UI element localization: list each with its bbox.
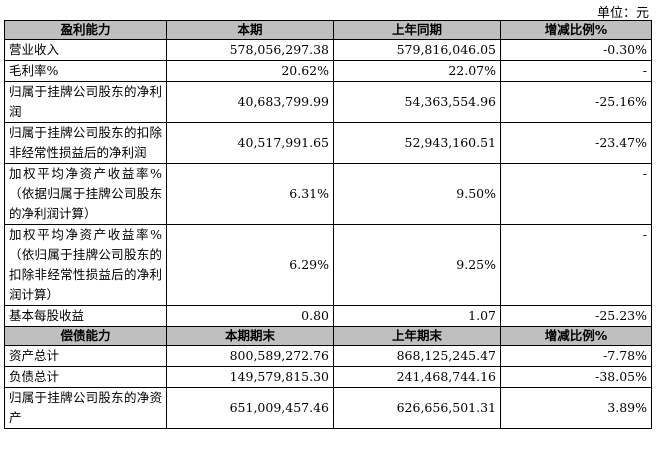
current-value: 40,517,991.65 — [166, 122, 334, 164]
header-cell: 上年同期 — [333, 20, 501, 40]
current-value: 6.31% — [166, 163, 334, 225]
row-label: 归属于挂牌公司股东的净利润 — [4, 81, 167, 123]
change-value: 3.89% — [500, 387, 652, 429]
header-cell: 偿债能力 — [4, 326, 167, 346]
header-cell: 本期 — [166, 20, 334, 40]
current-value: 0.80 — [166, 305, 334, 327]
previous-value: 9.50% — [333, 163, 501, 225]
previous-value: 241,468,744.16 — [333, 366, 501, 388]
previous-value: 9.25% — [333, 224, 501, 306]
change-value: -0.30% — [500, 39, 652, 61]
change-value: - — [500, 163, 652, 225]
change-value: -23.47% — [500, 122, 652, 164]
row-label: 加权平均净资产收益率%（依归属于挂牌公司股东的扣除非经常性损益后的净利润计算） — [4, 224, 167, 306]
change-value: -7.78% — [500, 345, 652, 367]
header-cell: 盈利能力 — [4, 20, 167, 40]
table-row: 归属于挂牌公司股东的净资产 651,009,457.46 626,656,501… — [4, 387, 652, 429]
header-cell: 增减比例% — [500, 326, 652, 346]
table-row: 营业收入 578,056,297.38 579,816,046.05 -0.30… — [4, 39, 652, 61]
row-label: 营业收入 — [4, 39, 167, 61]
row-label: 归属于挂牌公司股东的净资产 — [4, 387, 167, 429]
previous-value: 626,656,501.31 — [333, 387, 501, 429]
current-value: 20.62% — [166, 60, 334, 82]
table-row: 基本每股收益 0.80 1.07 -25.23% — [4, 305, 652, 327]
current-value: 149,579,815.30 — [166, 366, 334, 388]
current-value: 800,589,272.76 — [166, 345, 334, 367]
change-value: -38.05% — [500, 366, 652, 388]
row-label: 毛利率% — [4, 60, 167, 82]
current-value: 6.29% — [166, 224, 334, 306]
previous-value: 54,363,554.96 — [333, 81, 501, 123]
table-row: 加权平均净资产收益率%（依归属于挂牌公司股东的扣除非经常性损益后的净利润计算） … — [4, 224, 652, 306]
table-row: 归属于挂牌公司股东的净利润 40,683,799.99 54,363,554.9… — [4, 81, 652, 123]
current-value: 651,009,457.46 — [166, 387, 334, 429]
change-value: - — [500, 224, 652, 306]
table-row: 加权平均净资产收益率%（依据归属于挂牌公司股东的净利润计算） 6.31% 9.5… — [4, 163, 652, 225]
current-value: 578,056,297.38 — [166, 39, 334, 61]
previous-value: 1.07 — [333, 305, 501, 327]
previous-value: 22.07% — [333, 60, 501, 82]
row-label: 基本每股收益 — [4, 305, 167, 327]
row-label: 加权平均净资产收益率%（依据归属于挂牌公司股东的净利润计算） — [4, 163, 167, 225]
change-value: - — [500, 60, 652, 82]
profit-header-row: 盈利能力 本期 上年同期 增减比例% — [4, 20, 652, 40]
header-cell: 增减比例% — [500, 20, 652, 40]
table-row: 归属于挂牌公司股东的扣除非经常性损益后的净利润 40,517,991.65 52… — [4, 122, 652, 164]
change-value: -25.23% — [500, 305, 652, 327]
row-label: 归属于挂牌公司股东的扣除非经常性损益后的净利润 — [4, 122, 167, 164]
financial-indicators-table: 盈利能力 本期 上年同期 增减比例% 营业收入 578,056,297.38 5… — [4, 20, 652, 429]
table-row: 负债总计 149,579,815.30 241,468,744.16 -38.0… — [4, 366, 652, 388]
table-row: 资产总计 800,589,272.76 868,125,245.47 -7.78… — [4, 345, 652, 367]
previous-value: 868,125,245.47 — [333, 345, 501, 367]
unit-label: 单位：元 — [596, 6, 649, 21]
row-label: 资产总计 — [4, 345, 167, 367]
previous-value: 579,816,046.05 — [333, 39, 501, 61]
current-value: 40,683,799.99 — [166, 81, 334, 123]
header-cell: 上年期末 — [333, 326, 501, 346]
row-label: 负债总计 — [4, 366, 167, 388]
header-cell: 本期期末 — [166, 326, 334, 346]
solvency-header-row: 偿债能力 本期期末 上年期末 增减比例% — [4, 326, 652, 346]
change-value: -25.16% — [500, 81, 652, 123]
previous-value: 52,943,160.51 — [333, 122, 501, 164]
table-row: 毛利率% 20.62% 22.07% - — [4, 60, 652, 82]
